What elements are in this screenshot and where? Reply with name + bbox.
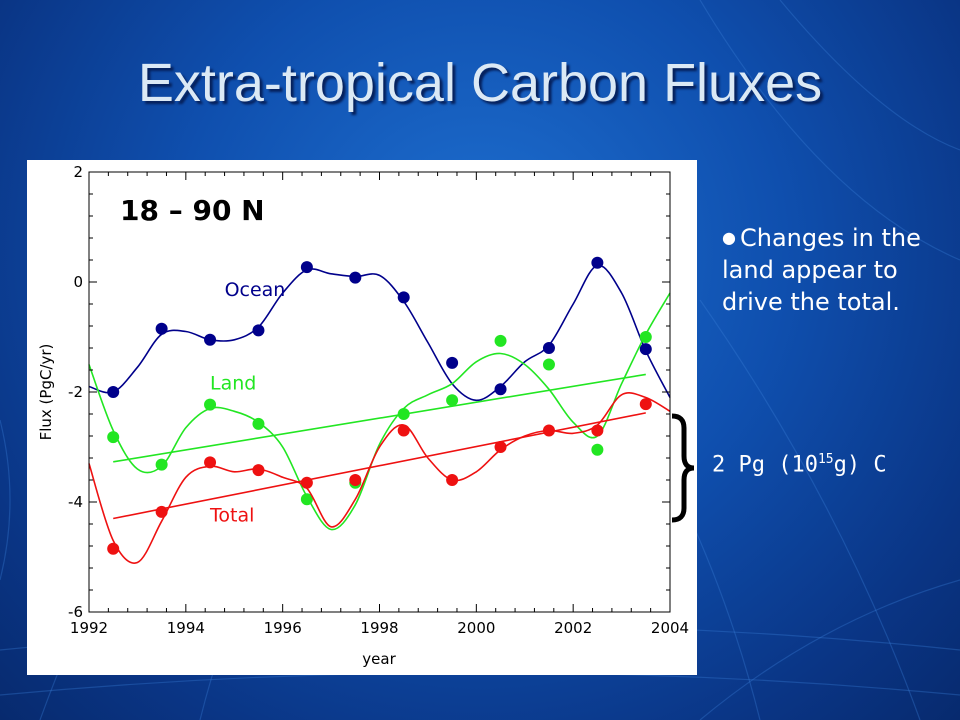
ocean-data-point — [300, 261, 313, 274]
flux-chart: Ocean Land Total 1992 1994 1996 1998 2000 2002 2… — [37, 163, 689, 668]
total-data-point — [252, 464, 265, 477]
ocean-data-point — [494, 383, 507, 396]
total-data-point — [155, 505, 168, 518]
land-data-point — [204, 398, 217, 411]
total-trend-line — [113, 412, 646, 520]
total-data-point — [446, 474, 459, 486]
total-data-point — [107, 542, 120, 555]
ocean-data-point — [591, 256, 604, 269]
total-data-point — [300, 476, 313, 489]
total-data-point — [204, 456, 217, 469]
total-series-label: Total — [209, 504, 254, 526]
ocean-data-point — [155, 322, 168, 335]
x-axis-label: year — [362, 650, 396, 668]
bullet-text: Changes in the land appear to drive the … — [722, 224, 921, 316]
ocean-data-point — [446, 356, 459, 369]
land-data-point — [542, 358, 555, 371]
land-trend-line — [113, 373, 646, 463]
land-smooth-line — [88, 292, 671, 531]
bracket-label-suffix: g) C — [833, 452, 887, 478]
y-tick-label: 2 — [73, 163, 83, 181]
ocean-smooth-line — [88, 264, 671, 402]
land-data-point — [300, 493, 313, 506]
total-data-point — [542, 424, 555, 437]
land-data-point — [639, 331, 652, 343]
ocean-data-point — [252, 324, 265, 337]
land-data-point — [446, 394, 459, 407]
total-data-point — [397, 424, 410, 437]
x-tick-label: 1996 — [264, 619, 302, 637]
series-land: Land — [88, 292, 671, 531]
series-total: Total — [88, 392, 671, 564]
total-data-point — [349, 474, 362, 486]
x-tick-label: 1994 — [167, 619, 205, 637]
chart-panel: Ocean Land Total 1992 1994 1996 1998 2000 2002 2… — [27, 160, 697, 675]
x-tick-label: 2004 — [651, 619, 689, 637]
ocean-data-point — [542, 342, 555, 354]
total-data-point — [494, 441, 507, 453]
ocean-data-point — [397, 291, 410, 304]
land-data-point — [494, 334, 507, 347]
x-tick-label: 1992 — [70, 619, 108, 637]
bracket-label-prefix: 2 Pg (10 — [712, 452, 818, 478]
y-tick-label: -2 — [68, 383, 83, 401]
ocean-data-point — [349, 271, 362, 284]
total-data-point — [639, 398, 652, 411]
y-tick-label: -4 — [68, 493, 83, 511]
x-tick-label: 2000 — [457, 619, 495, 637]
y-tick-label: 0 — [73, 273, 83, 291]
ocean-data-point — [107, 386, 120, 398]
axis-layer: 1992 1994 1996 1998 2000 2002 2004 -6 -4 -2 0 2 — [68, 163, 689, 637]
land-series-label: Land — [210, 372, 256, 394]
slide-title: Extra-tropical Carbon Fluxes — [137, 53, 823, 113]
land-data-point — [591, 443, 604, 456]
ocean-series-label: Ocean — [225, 279, 286, 301]
ocean-data-point — [639, 343, 652, 356]
bullet-point: ● Changes in the land appear to drive the… — [722, 222, 947, 318]
x-tick-label: 1998 — [360, 619, 398, 637]
land-data-point — [252, 417, 265, 430]
curly-brace-icon — [671, 413, 695, 523]
ocean-data-point — [204, 333, 217, 346]
total-smooth-line — [88, 392, 671, 564]
series-layer: Ocean Land Total — [88, 256, 671, 564]
y-tick-label: -6 — [68, 603, 83, 621]
series-ocean: Ocean — [88, 256, 671, 402]
bracket-label: 2 Pg (1015g) C — [712, 452, 887, 477]
land-data-point — [397, 408, 410, 420]
chart-title: 18 – 90 N — [120, 194, 265, 227]
land-data-point — [155, 458, 168, 471]
total-data-point — [591, 424, 604, 437]
y-axis-label: Flux (PgC/yr) — [37, 344, 55, 441]
land-data-point — [107, 431, 120, 444]
x-tick-label: 2002 — [554, 619, 592, 637]
plot-frame — [88, 171, 671, 613]
bullet-dot-icon: ● — [722, 228, 736, 247]
bracket-label-exponent: 15 — [817, 452, 834, 467]
